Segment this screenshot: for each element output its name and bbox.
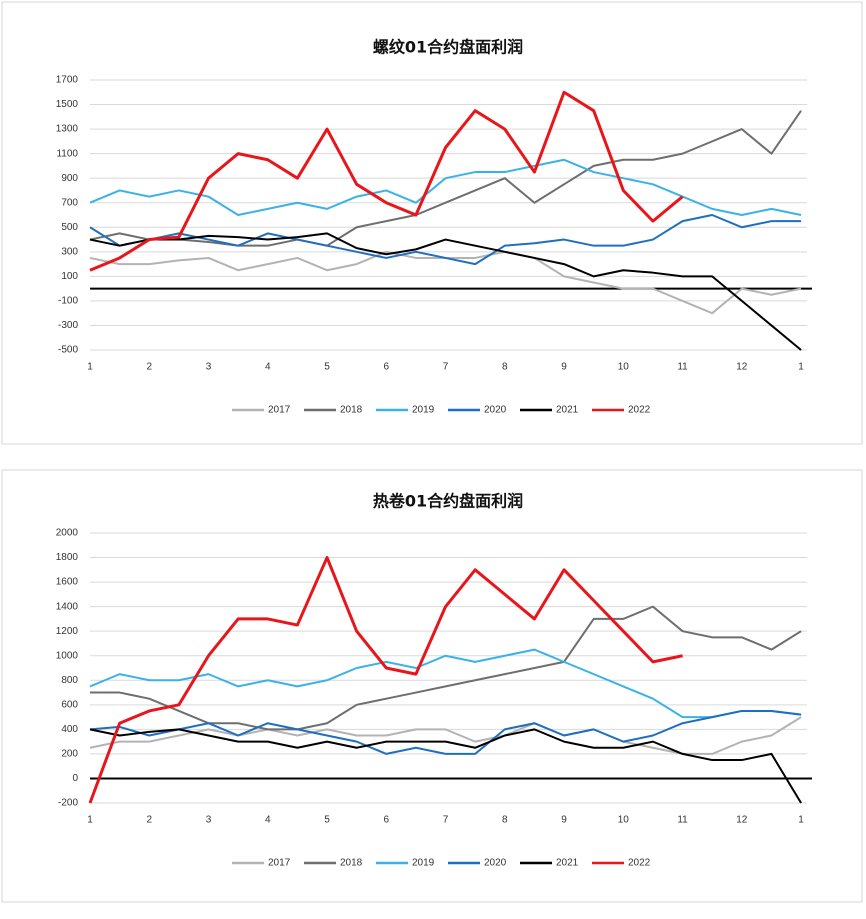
y-tick-label: 1400 (56, 601, 79, 612)
legend-label: 2020 (484, 858, 507, 869)
series-line (89, 232, 802, 351)
x-tick-label: 1 (87, 362, 93, 373)
x-tick-label: 8 (502, 362, 508, 373)
x-tick-label: 6 (383, 362, 389, 373)
y-tick-label: 300 (61, 246, 78, 257)
y-tick-label: 1200 (56, 626, 79, 637)
y-tick-label: 200 (61, 749, 78, 760)
y-tick-label: -500 (58, 345, 78, 356)
y-tick-label: 900 (61, 173, 78, 184)
y-tick-label: 1100 (56, 148, 78, 159)
legend-label: 2017 (268, 405, 291, 416)
series-line (88, 556, 683, 804)
x-tick-label: 1 (87, 815, 93, 826)
y-tick-label: -200 (58, 798, 78, 809)
x-tick-label: 9 (561, 362, 567, 373)
legend-label: 2021 (556, 405, 579, 416)
x-tick-label: 10 (618, 362, 630, 373)
x-tick-label: 7 (443, 362, 449, 373)
legend-label: 2018 (340, 405, 363, 416)
y-tick-label: 1500 (56, 99, 79, 110)
x-tick-label: 1 (798, 815, 804, 826)
x-tick-label: 9 (561, 815, 567, 826)
y-tick-label: 400 (61, 724, 78, 735)
series-line (89, 90, 684, 272)
y-tick-label: 100 (61, 271, 78, 282)
x-tick-label: 6 (383, 815, 389, 826)
series-line (89, 648, 802, 719)
x-tick-label: 12 (736, 815, 748, 826)
chart-title: 热卷01合约盘面利润 (373, 492, 523, 511)
x-tick-label: 10 (618, 815, 630, 826)
legend-label: 2018 (340, 858, 363, 869)
x-tick-label: 2 (146, 362, 152, 373)
panel (1, 1, 863, 445)
y-tick-label: 500 (61, 222, 78, 233)
y-tick-label: 0 (72, 773, 78, 784)
series-line (89, 728, 802, 804)
legend-label: 2022 (628, 858, 651, 869)
y-tick-label: 700 (61, 197, 78, 208)
y-tick-label: 1600 (56, 577, 79, 588)
panel (1, 469, 863, 903)
x-tick-label: 11 (677, 815, 688, 826)
y-tick-label: -100 (58, 296, 78, 307)
series-line (89, 110, 802, 247)
y-tick-label: 1800 (56, 552, 79, 563)
x-tick-label: 12 (736, 362, 748, 373)
legend-label: 2017 (268, 858, 291, 869)
x-tick-label: 4 (265, 362, 271, 373)
x-tick-label: 8 (502, 815, 508, 826)
legend-label: 2022 (628, 405, 651, 416)
x-tick-label: 2 (146, 815, 152, 826)
y-tick-label: 800 (61, 675, 78, 686)
x-tick-label: 3 (206, 815, 212, 826)
legend-label: 2019 (412, 405, 435, 416)
x-tick-label: 11 (677, 362, 688, 373)
x-tick-label: 4 (265, 815, 271, 826)
legend-label: 2019 (412, 858, 435, 869)
y-tick-label: 1300 (56, 124, 79, 135)
y-tick-label: 1000 (56, 650, 79, 661)
x-tick-label: 3 (206, 362, 212, 373)
y-tick-label: -300 (58, 320, 78, 331)
x-tick-label: 1 (798, 362, 804, 373)
y-tick-label: 600 (61, 699, 78, 710)
y-tick-label: 1700 (56, 75, 79, 86)
series-line (89, 214, 802, 266)
legend-label: 2021 (556, 858, 579, 869)
x-tick-label: 7 (443, 815, 449, 826)
x-tick-label: 5 (324, 815, 330, 826)
y-tick-label: 2000 (56, 528, 79, 539)
x-tick-label: 5 (324, 362, 330, 373)
chart-title: 螺纹01合约盘面利润 (373, 38, 523, 57)
series-line (89, 709, 802, 755)
legend-label: 2020 (484, 405, 507, 416)
